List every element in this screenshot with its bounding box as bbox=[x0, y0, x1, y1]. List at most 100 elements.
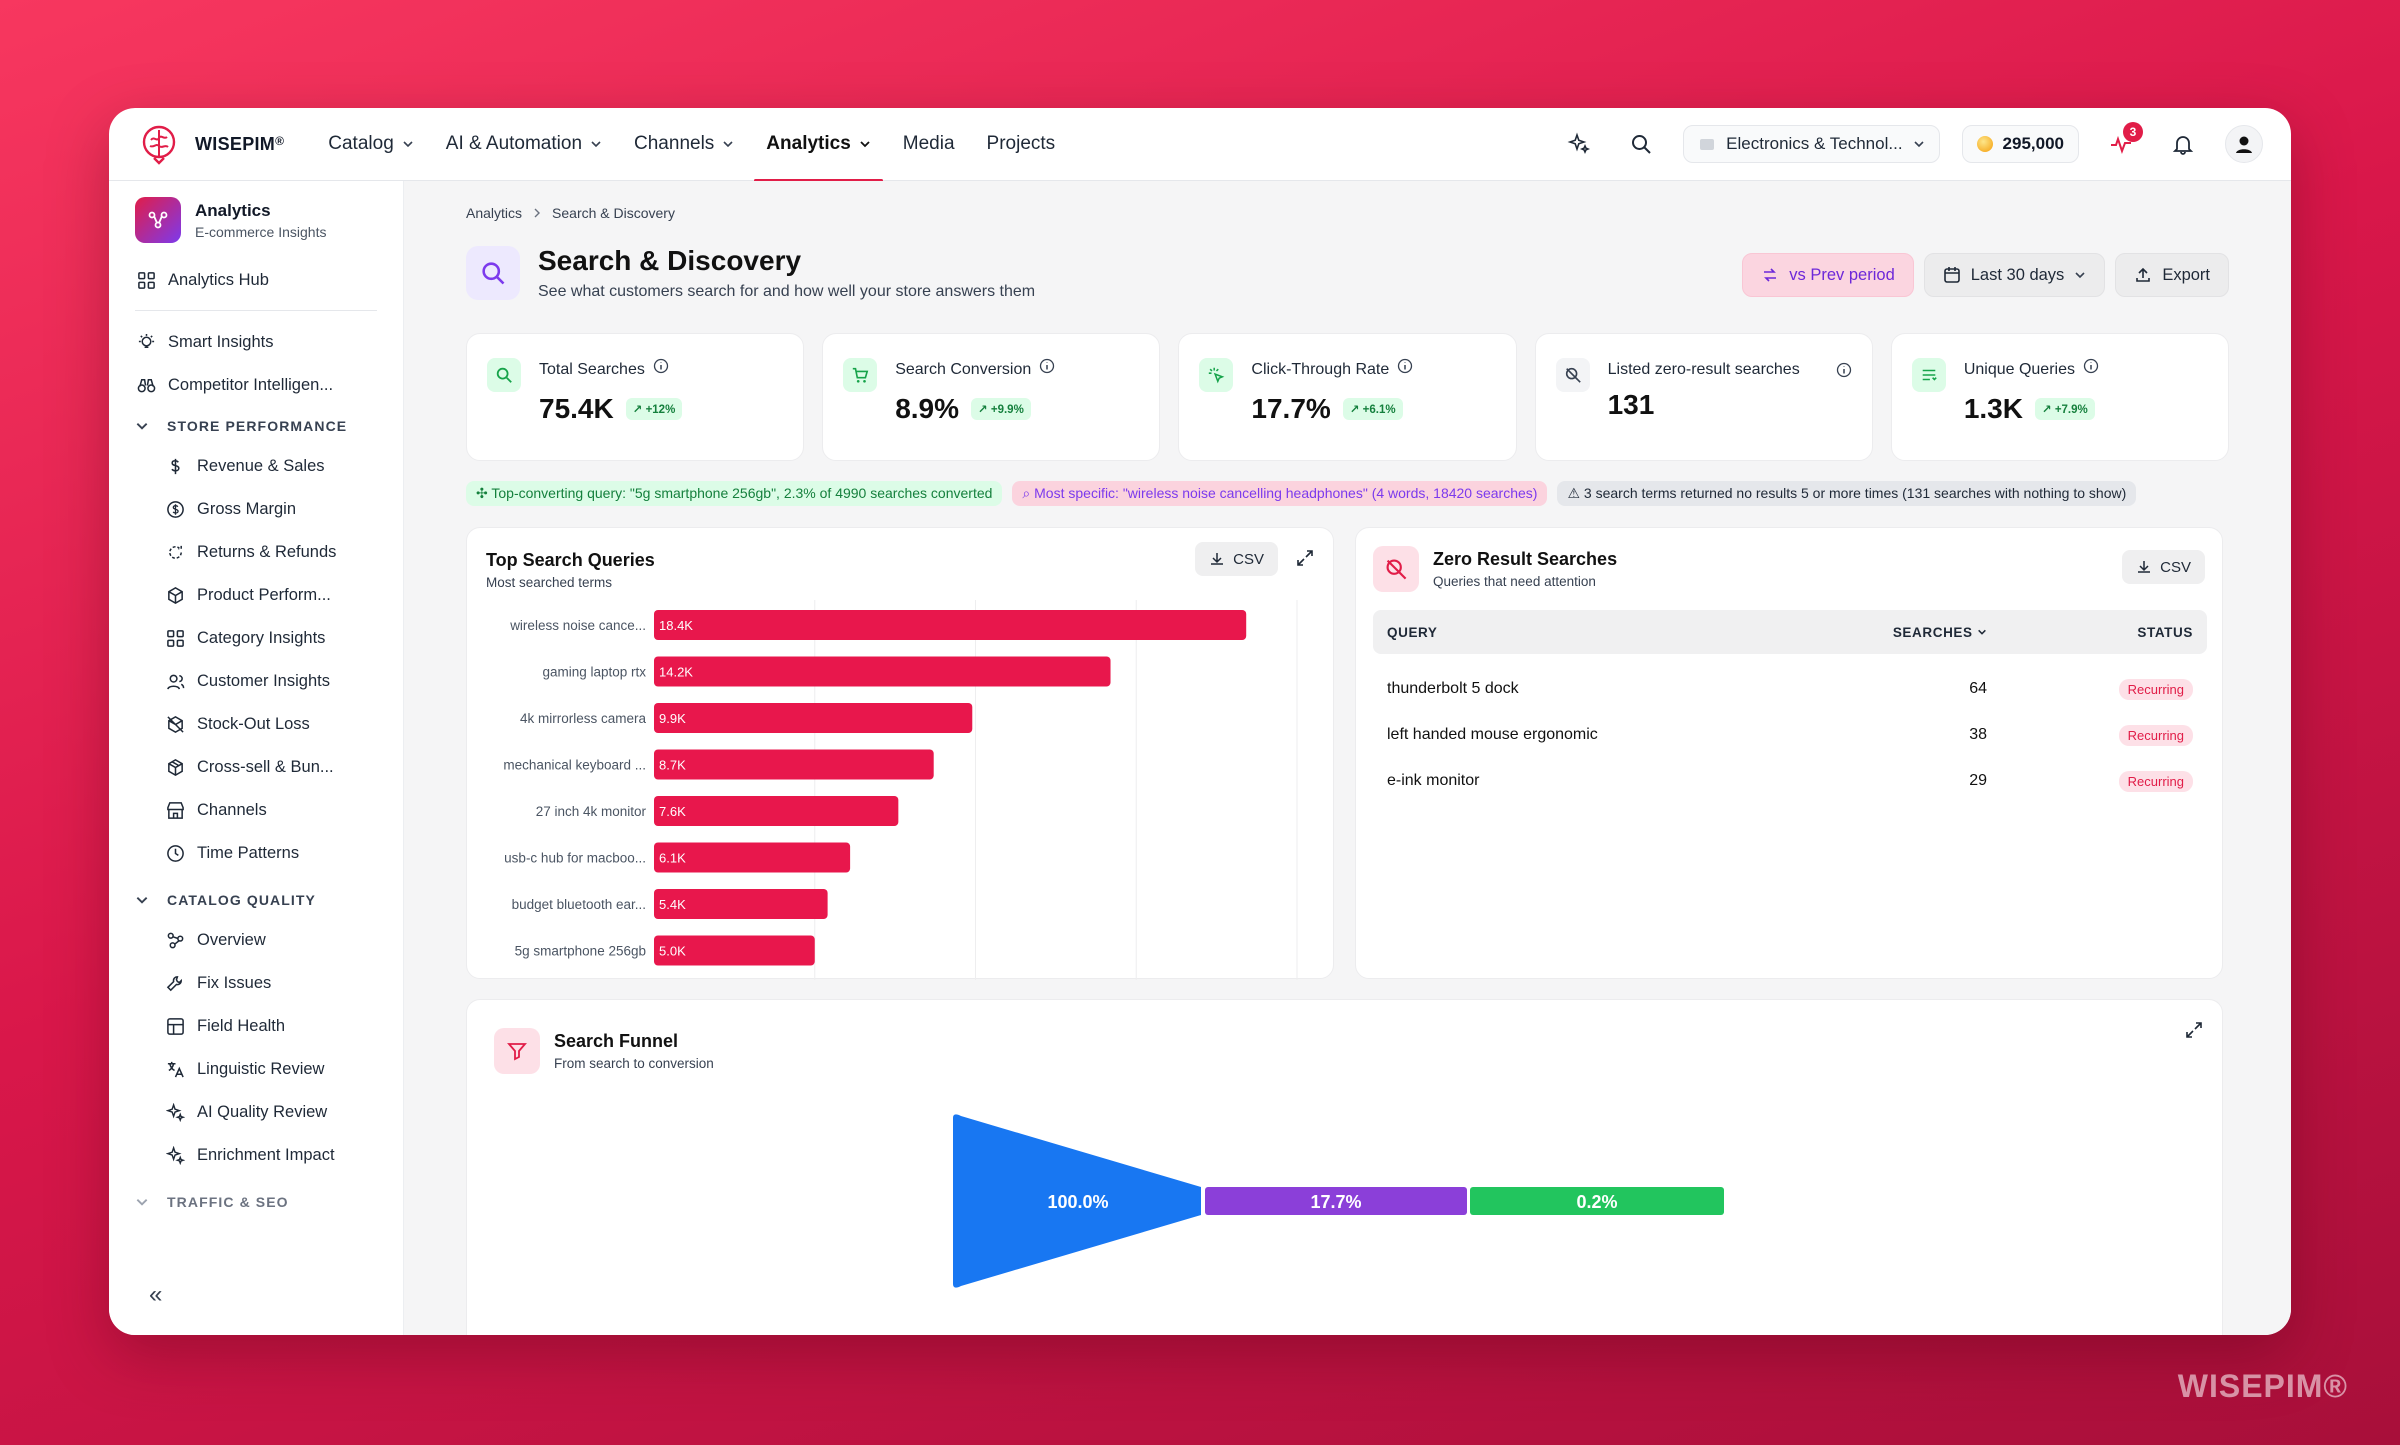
kpi-card-total-searches: Total Searches 75.4K ↗ +12% bbox=[466, 333, 805, 461]
sidebar-item-channels[interactable]: Channels bbox=[109, 789, 403, 832]
table-row[interactable]: left handed mouse ergonomic 38 Recurring bbox=[1373, 712, 2207, 758]
sidebar-item-linguistic-review[interactable]: Linguistic Review bbox=[109, 1048, 403, 1091]
workspace-label: Electronics & Technol... bbox=[1726, 134, 1903, 153]
user-avatar[interactable] bbox=[2225, 125, 2263, 163]
column-header-searches[interactable]: SEARCHES bbox=[1767, 610, 2027, 654]
workspace-select[interactable]: Electronics & Technol... bbox=[1683, 125, 1940, 163]
column-header-status[interactable]: STATUS bbox=[2137, 624, 2193, 640]
credits-badge[interactable]: 295,000 bbox=[1961, 125, 2079, 163]
section-traffic-seo[interactable]: TRAFFIC & SEO bbox=[109, 1183, 403, 1221]
activity-count-badge: 3 bbox=[2123, 122, 2143, 142]
status-badge: Recurring bbox=[2118, 724, 2193, 746]
sidebar-item-ai-quality-review[interactable]: AI Quality Review bbox=[109, 1091, 403, 1134]
category-label: 5g smartphone 256gb bbox=[515, 944, 646, 959]
insight-pills: ✣ Top-converting query: "5g smartphone 2… bbox=[466, 481, 2229, 506]
info-icon[interactable] bbox=[653, 358, 669, 374]
sidebar-item-field-health[interactable]: Field Health bbox=[109, 1005, 403, 1048]
collapse-sidebar-button[interactable]: « bbox=[149, 1281, 163, 1308]
column-header-label: SEARCHES bbox=[1892, 624, 1973, 640]
insight-pill-most-specific: ⌕ Most specific: "wireless noise cancell… bbox=[1012, 481, 1548, 506]
status-badge: Recurring bbox=[2118, 770, 2193, 792]
bar-value-label: 5.0K bbox=[659, 944, 686, 959]
brand-logo[interactable]: WISEPIM® bbox=[137, 122, 284, 166]
calendar-icon bbox=[1943, 267, 1960, 283]
kpi-delta-badge: ↗ +7.9% bbox=[2034, 398, 2095, 420]
expand-icon[interactable] bbox=[2184, 1020, 2204, 1040]
kpi-value: 1.3K bbox=[1963, 393, 2023, 424]
sidebar-item-customer-insights[interactable]: Customer Insights bbox=[109, 660, 403, 703]
csv-download-button[interactable]: CSV bbox=[2122, 550, 2205, 584]
kpi-label: Search Conversion bbox=[895, 361, 1032, 378]
date-range-button[interactable]: Last 30 days bbox=[1923, 253, 2106, 297]
section-store-performance[interactable]: STORE PERFORMANCE bbox=[109, 407, 403, 445]
app-window: WISEPIM® Catalog AI & Automation Channel… bbox=[109, 108, 2291, 1335]
info-icon[interactable] bbox=[1397, 358, 1413, 374]
chevron-down-icon bbox=[1913, 141, 1924, 148]
sidebar-item-label: AI Quality Review bbox=[197, 1103, 328, 1121]
table-row[interactable]: thunderbolt 5 dock 64 Recurring bbox=[1373, 666, 2207, 712]
package-icon bbox=[168, 759, 183, 776]
csv-label: CSV bbox=[2160, 558, 2191, 576]
compare-label: vs Prev period bbox=[1789, 265, 1895, 284]
sidebar-item-overview[interactable]: Overview bbox=[109, 919, 403, 962]
sidebar-item-returns-refunds[interactable]: Returns & Refunds bbox=[109, 531, 403, 574]
table-row[interactable]: e-ink monitor 29 Recurring bbox=[1373, 758, 2207, 804]
sidebar-item-label: Overview bbox=[197, 931, 266, 949]
nav-analytics[interactable]: Analytics bbox=[750, 108, 886, 182]
expand-icon[interactable] bbox=[1295, 548, 1315, 568]
sidebar-item-gross-margin[interactable]: Gross Margin bbox=[109, 488, 403, 531]
sidebar-item-product-performance[interactable]: Product Perform... bbox=[109, 574, 403, 617]
nav-label: AI & Automation bbox=[445, 133, 583, 154]
breadcrumb-analytics[interactable]: Analytics bbox=[466, 205, 523, 221]
activity-button[interactable]: 3 bbox=[2101, 122, 2143, 164]
export-button[interactable]: Export bbox=[2115, 253, 2229, 297]
sidebar-item-label: Field Health bbox=[197, 1017, 286, 1035]
sidebar-item-enrichment-impact[interactable]: Enrichment Impact bbox=[109, 1134, 403, 1177]
sidebar-item-cross-sell-bundles[interactable]: Cross-sell & Bun... bbox=[109, 746, 403, 789]
date-range-label: Last 30 days bbox=[1970, 265, 2065, 284]
csv-label: CSV bbox=[1233, 550, 1264, 568]
search-button[interactable] bbox=[1621, 124, 1661, 164]
users-icon bbox=[167, 674, 185, 690]
nav-channels[interactable]: Channels bbox=[618, 108, 750, 181]
chevron-down-icon bbox=[403, 141, 413, 148]
sidebar-item-stock-out-loss[interactable]: Stock-Out Loss bbox=[109, 703, 403, 746]
table-spacer bbox=[1373, 654, 2207, 666]
upload-icon bbox=[2136, 267, 2151, 282]
sidebar-item-label: Enrichment Impact bbox=[197, 1146, 335, 1164]
ai-sparkle-button[interactable] bbox=[1559, 124, 1599, 164]
info-icon[interactable] bbox=[1836, 362, 1852, 378]
notifications-button[interactable] bbox=[2163, 124, 2203, 164]
sidebar-item-label: Cross-sell & Bun... bbox=[197, 758, 334, 776]
sidebar-item-analytics-hub[interactable]: Analytics Hub bbox=[109, 259, 403, 302]
bar-value-label: 6.1K bbox=[659, 851, 686, 866]
bar-value-label: 9.9K bbox=[659, 711, 686, 726]
insight-text: Top-converting query: "5g smartphone 256… bbox=[491, 485, 993, 501]
sidebar: Analytics E-commerce Insights Analytics … bbox=[109, 181, 404, 1335]
section-catalog-quality[interactable]: CATALOG QUALITY bbox=[109, 881, 403, 919]
kpi-value: 75.4K bbox=[539, 393, 614, 424]
column-header-query[interactable]: QUERY bbox=[1387, 624, 1438, 640]
nav-media[interactable]: Media bbox=[887, 108, 971, 181]
compare-icon bbox=[1764, 268, 1777, 282]
nav-ai-automation[interactable]: AI & Automation bbox=[430, 108, 618, 181]
category-label: gaming laptop rtx bbox=[542, 665, 646, 680]
info-icon[interactable] bbox=[1039, 358, 1055, 374]
sidebar-item-fix-issues[interactable]: Fix Issues bbox=[109, 962, 403, 1005]
chevron-right-icon bbox=[534, 208, 541, 218]
sidebar-item-revenue-sales[interactable]: Revenue & Sales bbox=[109, 445, 403, 488]
nav-catalog[interactable]: Catalog bbox=[312, 108, 430, 181]
sidebar-item-smart-insights[interactable]: Smart Insights bbox=[109, 321, 403, 364]
csv-download-button[interactable]: CSV bbox=[1195, 542, 1278, 576]
sidebar-item-time-patterns[interactable]: Time Patterns bbox=[109, 832, 403, 875]
folder-icon bbox=[1700, 139, 1715, 150]
sidebar-item-label: Linguistic Review bbox=[197, 1060, 325, 1078]
credits-value: 295,000 bbox=[2002, 134, 2064, 153]
sidebar-item-label: Product Perform... bbox=[197, 586, 331, 604]
sidebar-item-category-insights[interactable]: Category Insights bbox=[109, 617, 403, 660]
bar bbox=[654, 796, 899, 826]
sidebar-item-competitor-intelligence[interactable]: Competitor Intelligen... bbox=[109, 364, 403, 407]
compare-prev-period-button[interactable]: vs Prev period bbox=[1742, 253, 1914, 297]
info-icon[interactable] bbox=[2083, 358, 2099, 374]
nav-projects[interactable]: Projects bbox=[971, 108, 1072, 181]
